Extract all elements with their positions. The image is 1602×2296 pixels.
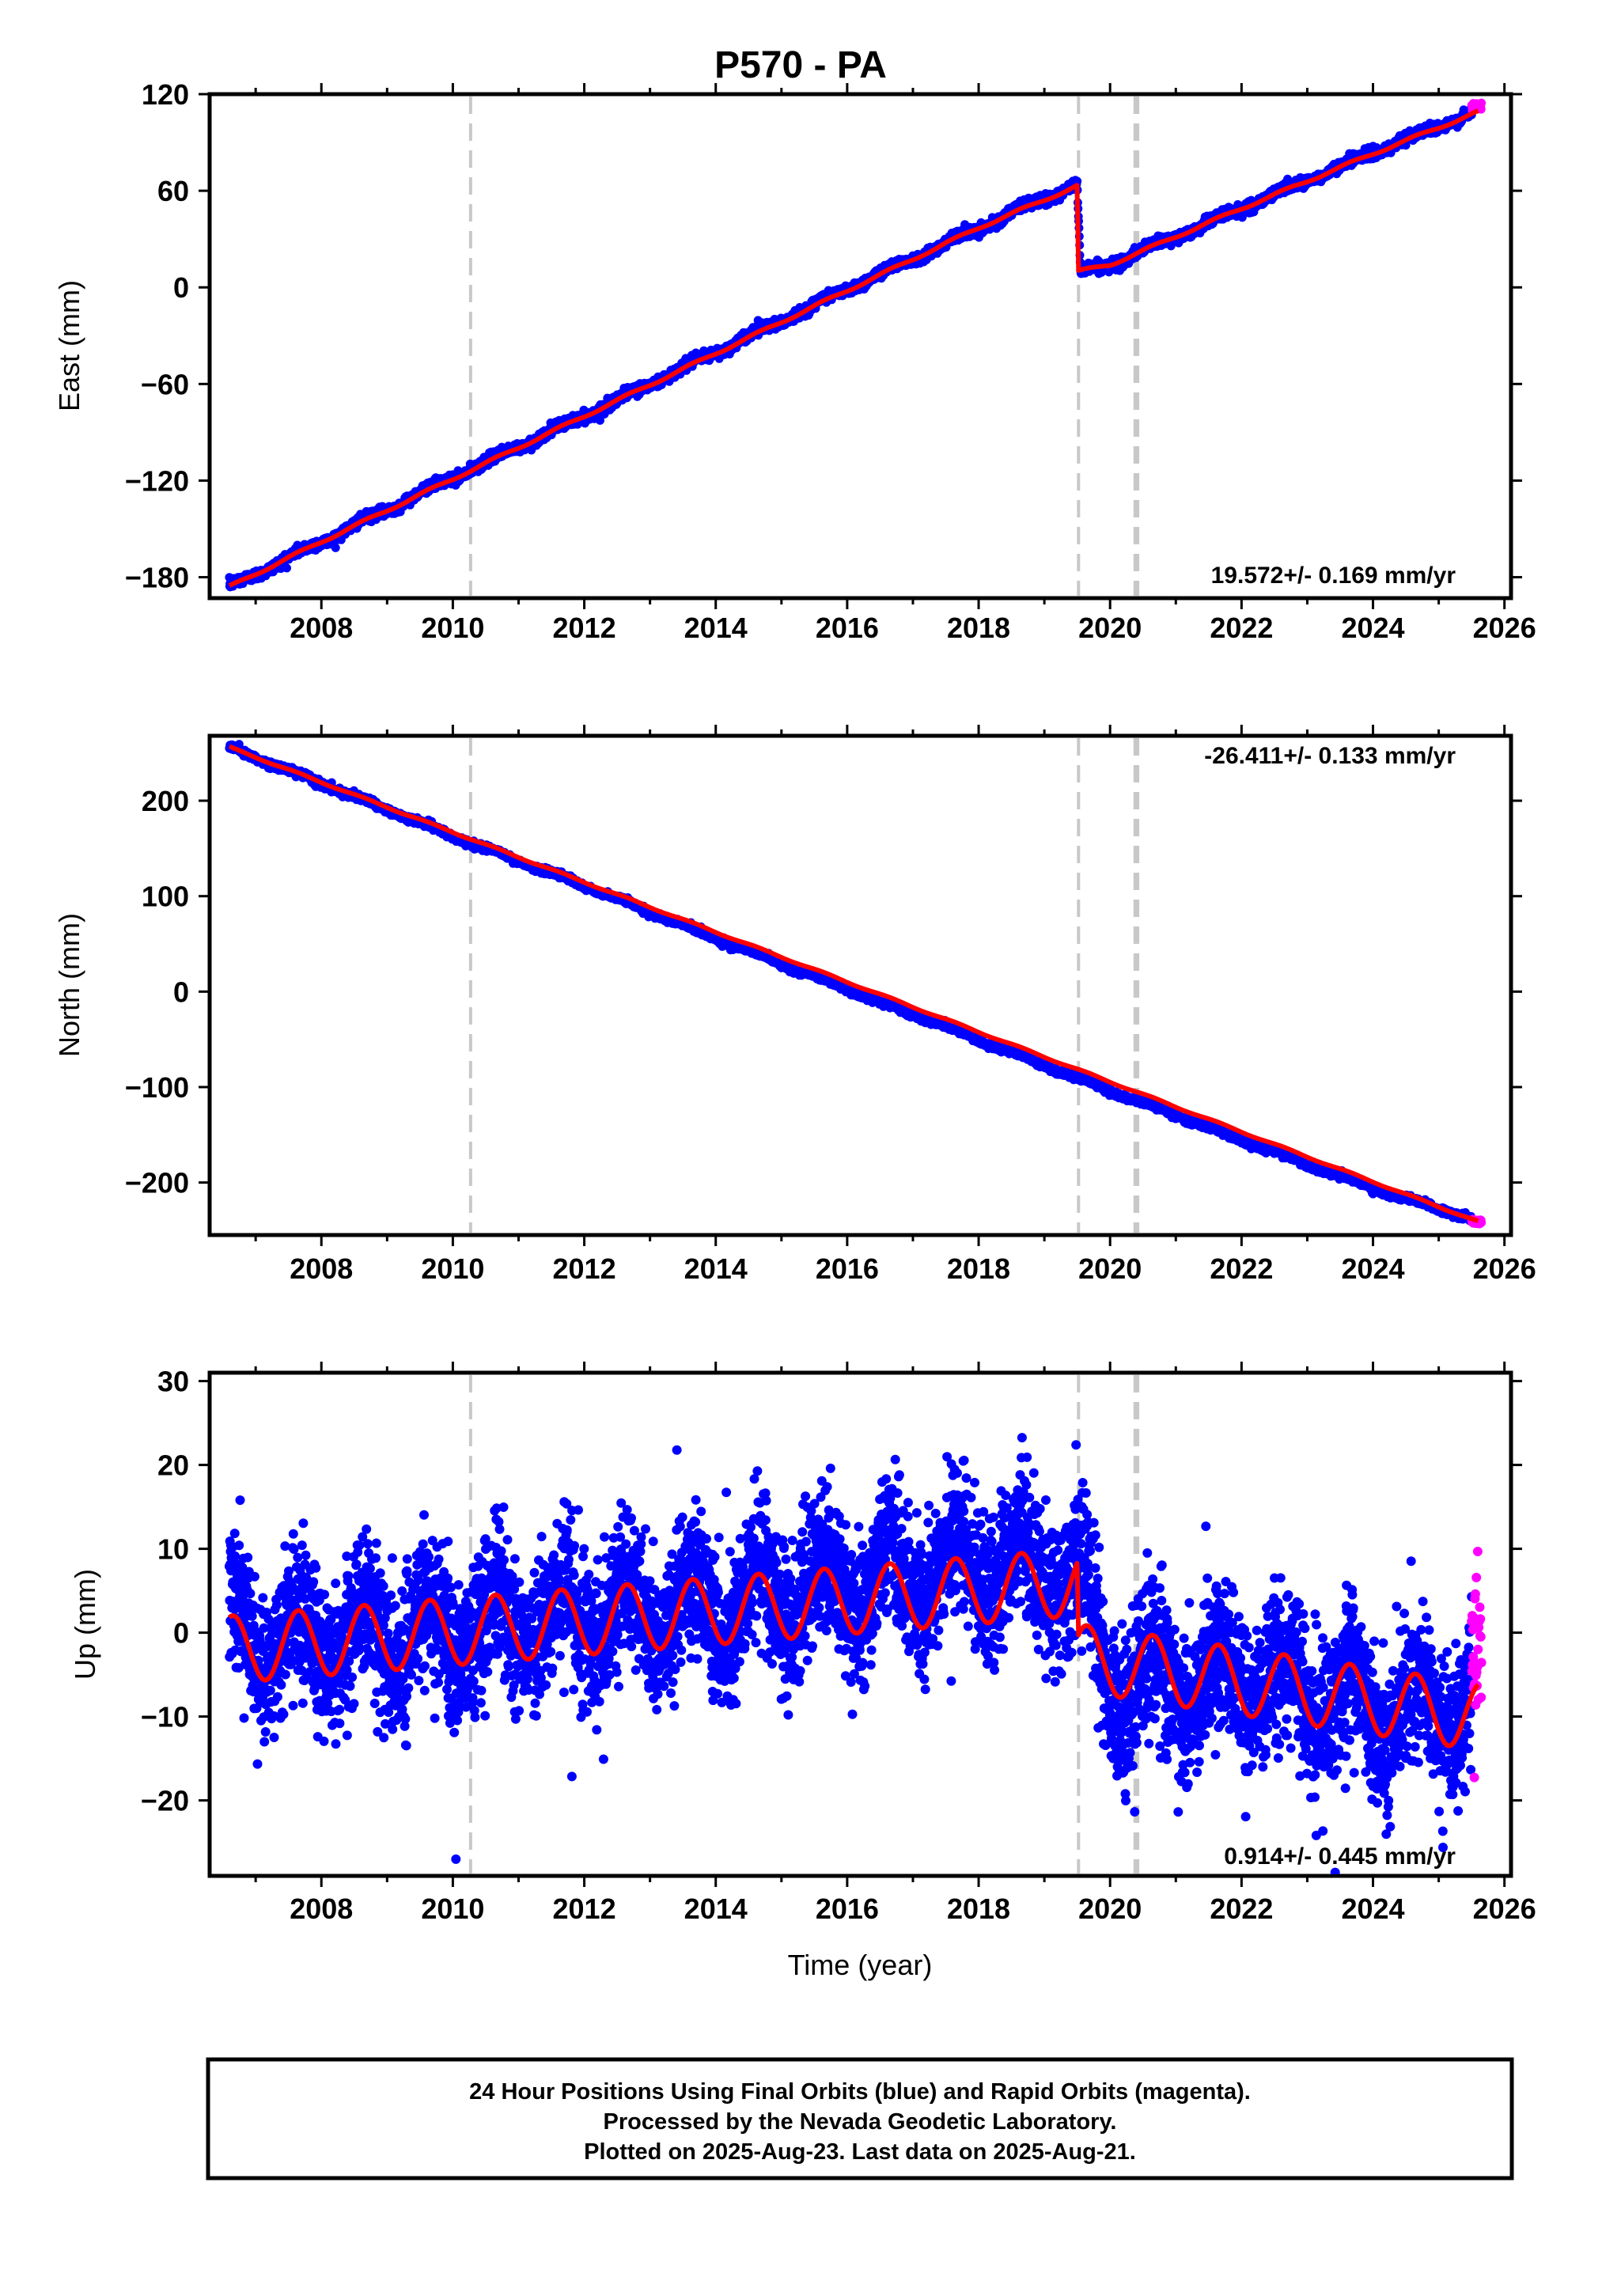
y-tick-label: −120 bbox=[125, 464, 189, 497]
final-orbit-points bbox=[225, 104, 1476, 592]
y-tick-label: −20 bbox=[141, 1785, 189, 1817]
x-tick-label: 2026 bbox=[1473, 612, 1536, 644]
y-tick-label: −200 bbox=[125, 1167, 189, 1199]
footer-box: 24 Hour Positions Using Final Orbits (bl… bbox=[206, 2057, 1514, 2180]
x-tick-label: 2024 bbox=[1341, 1892, 1404, 1925]
model-fit-line bbox=[227, 1551, 1480, 1749]
x-tick-label: 2016 bbox=[816, 612, 879, 644]
data-points bbox=[225, 98, 1486, 592]
x-tick-label: 2026 bbox=[1473, 1252, 1536, 1285]
x-tick-label: 2012 bbox=[553, 1892, 616, 1925]
chart-title: P570 - PA bbox=[714, 44, 887, 86]
x-tick-label: 2008 bbox=[290, 612, 353, 644]
east-rate-label: 19.572+/- 0.169 mm/yr bbox=[1211, 563, 1456, 589]
x-tick-label: 2020 bbox=[1078, 1252, 1142, 1285]
x-tick-label: 2022 bbox=[1210, 612, 1273, 644]
x-tick-label: 2020 bbox=[1078, 1892, 1142, 1925]
y-tick-label: 10 bbox=[157, 1533, 189, 1566]
x-tick-label: 2022 bbox=[1210, 1252, 1273, 1285]
up-data-layer: 2008 2010 2012 2014 2016 2018 2020 2022 2024 2026… bbox=[141, 1362, 1536, 1925]
y-tick-label: 0 bbox=[173, 1617, 189, 1650]
footer-line-2: Processed by the Nevada Geodetic Laborat… bbox=[604, 2109, 1117, 2135]
x-axis-label: Time (year) bbox=[788, 1949, 933, 1981]
y-tick-label: 60 bbox=[157, 175, 189, 207]
model-fit-line bbox=[227, 744, 1480, 1223]
model-fit-line bbox=[227, 108, 1480, 588]
x-tick-label: 2014 bbox=[684, 612, 748, 644]
x-tick-label: 2014 bbox=[684, 1252, 748, 1285]
data-points bbox=[225, 740, 1486, 1229]
x-tick-label: 2014 bbox=[684, 1892, 748, 1925]
east-y-axis-label: East (mm) bbox=[53, 280, 85, 411]
x-tick-label: 2018 bbox=[947, 612, 1010, 644]
final-orbit-points bbox=[224, 1433, 1477, 1874]
north-y-axis-label: North (mm) bbox=[53, 913, 85, 1057]
x-tick-label: 2010 bbox=[421, 1892, 484, 1925]
x-tick-label: 2012 bbox=[553, 1252, 616, 1285]
up-panel: 2008 2010 2012 2014 2016 2018 2020 2022 2024 2026… bbox=[69, 1362, 1536, 1925]
y-tick-label: 0 bbox=[173, 976, 189, 1008]
footer-line-1: 24 Hour Positions Using Final Orbits (bl… bbox=[469, 2079, 1251, 2105]
north-panel: 2008 2010 2012 2014 2016 2018 2020 2022 2024 2026… bbox=[53, 725, 1536, 1285]
y-tick-label: −100 bbox=[125, 1071, 189, 1104]
north-data-layer: 2008 2010 2012 2014 2016 2018 2020 2022 2024 2026… bbox=[125, 725, 1536, 1285]
x-tick-label: 2024 bbox=[1341, 612, 1404, 644]
x-tick-label: 2008 bbox=[290, 1892, 353, 1925]
x-tick-label: 2024 bbox=[1341, 1252, 1404, 1285]
footer-line-3: Plotted on 2025-Aug-23. Last data on 202… bbox=[584, 2139, 1136, 2165]
x-tick-label: 2012 bbox=[553, 612, 616, 644]
east-panel: 2008 2010 2012 2014 2016 2018 2020 2022 2024 2026… bbox=[53, 78, 1536, 644]
rapid-orbit-points bbox=[1467, 1547, 1486, 1783]
y-tick-label: −180 bbox=[125, 562, 189, 594]
east-data-layer: 2008 2010 2012 2014 2016 2018 2020 2022 2024 2026… bbox=[125, 78, 1536, 644]
y-tick-label: 20 bbox=[157, 1449, 189, 1482]
north-rate-label: -26.411+/- 0.133 mm/yr bbox=[1204, 743, 1456, 769]
y-tick-label: 120 bbox=[142, 78, 189, 111]
up-rate-label: 0.914+/- 0.445 mm/yr bbox=[1224, 1843, 1456, 1870]
x-tick-label: 2016 bbox=[816, 1252, 879, 1285]
x-tick-label: 2020 bbox=[1078, 612, 1142, 644]
east-plot-frame bbox=[207, 92, 1513, 601]
footer-frame bbox=[206, 2057, 1514, 2180]
x-tick-label: 2010 bbox=[421, 612, 484, 644]
y-tick-label: −10 bbox=[141, 1701, 189, 1733]
y-tick-label: 100 bbox=[142, 881, 189, 913]
x-tick-label: 2026 bbox=[1473, 1892, 1536, 1925]
data-points bbox=[224, 1433, 1486, 1874]
x-tick-label: 2018 bbox=[947, 1892, 1010, 1925]
y-tick-label: 0 bbox=[173, 271, 189, 304]
x-tick-label: 2010 bbox=[421, 1252, 484, 1285]
x-tick-label: 2008 bbox=[290, 1252, 353, 1285]
up-y-axis-label: Up (mm) bbox=[69, 1569, 101, 1680]
y-tick-label: 200 bbox=[142, 785, 189, 817]
x-tick-label: 2022 bbox=[1210, 1892, 1273, 1925]
y-tick-label: 30 bbox=[157, 1366, 189, 1398]
x-tick-label: 2016 bbox=[816, 1892, 879, 1925]
y-tick-label: −60 bbox=[141, 368, 189, 400]
x-tick-label: 2018 bbox=[947, 1252, 1010, 1285]
